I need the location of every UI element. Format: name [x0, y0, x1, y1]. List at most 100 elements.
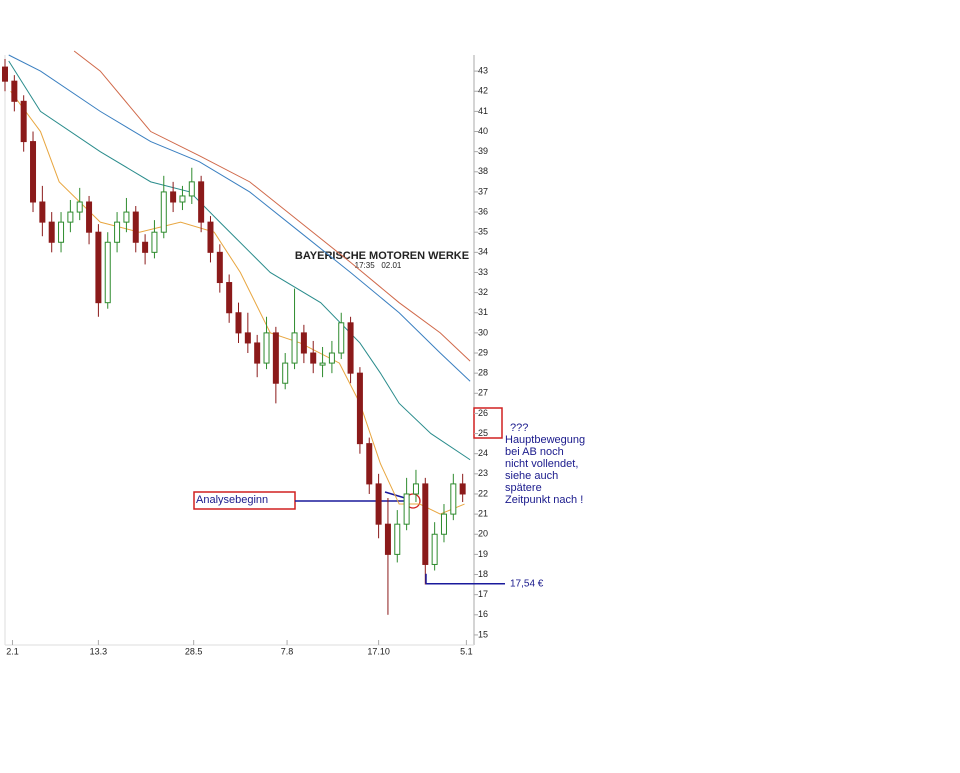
- candle-body: [328, 352, 335, 364]
- candle-body: [412, 483, 419, 495]
- candle-body: [366, 443, 373, 485]
- candle-body: [142, 241, 149, 253]
- candle-body: [198, 181, 205, 223]
- candle-body: [104, 241, 111, 304]
- candle-body: [422, 483, 429, 565]
- y-tick-label: 41: [478, 106, 488, 116]
- y-tick-label: 16: [478, 609, 488, 619]
- candle-body: [440, 513, 447, 535]
- candle-body: [30, 141, 37, 203]
- candle-body: [226, 282, 233, 314]
- candle-body: [282, 362, 289, 384]
- candle-body: [2, 66, 8, 82]
- candle-body: [263, 332, 270, 364]
- x-tick-label: 13.3: [90, 646, 108, 656]
- candle-body: [319, 362, 326, 366]
- y-tick-label: 36: [478, 206, 488, 216]
- candle-body: [67, 211, 74, 223]
- y-tick-label: 28: [478, 368, 488, 378]
- y-tick-label: 33: [478, 267, 488, 277]
- candle-body: [394, 523, 401, 555]
- candle-body: [11, 80, 18, 102]
- y-tick-label: 32: [478, 287, 488, 297]
- annotation-note: spätere: [505, 482, 542, 494]
- y-tick-label: 42: [478, 86, 488, 96]
- chart-title: BAYERISCHE MOTOREN WERKE: [295, 250, 469, 262]
- candle-body: [188, 181, 195, 197]
- candle-body: [375, 483, 382, 525]
- y-tick-label: 30: [478, 327, 488, 337]
- candle-body: [207, 221, 214, 253]
- y-tick-label: 35: [478, 227, 488, 237]
- candle-body: [254, 342, 261, 364]
- annotation-note: Zeitpunkt nach !: [505, 494, 583, 506]
- candle-body: [244, 332, 251, 344]
- annotation-box: [473, 407, 503, 439]
- candle-body: [20, 100, 27, 143]
- annotation-question: ???: [510, 422, 528, 434]
- moving-average: [8, 54, 471, 382]
- y-tick-label: 29: [478, 347, 488, 357]
- moving-average: [8, 60, 471, 461]
- candle-body: [160, 191, 167, 233]
- candle-body: [95, 231, 102, 304]
- candle-body: [272, 332, 279, 384]
- x-tick-label: 7.8: [281, 646, 294, 656]
- y-tick-label: 18: [478, 569, 488, 579]
- candle-body: [151, 231, 158, 253]
- candle-body: [235, 312, 242, 334]
- x-tick-label: 2.1: [6, 646, 19, 656]
- y-tick-label: 17: [478, 589, 488, 599]
- annotation-note: nicht vollendet,: [505, 458, 578, 470]
- y-tick-label: 38: [478, 166, 488, 176]
- moving-average: [10, 90, 465, 515]
- y-tick-label: 34: [478, 247, 488, 257]
- y-tick-label: 24: [478, 448, 488, 458]
- candle-body: [58, 221, 65, 243]
- candle-body: [310, 352, 317, 364]
- y-tick-label: 37: [478, 186, 488, 196]
- candle-body: [384, 523, 391, 555]
- y-tick-label: 23: [478, 468, 488, 478]
- annotation-note: siehe auch: [505, 470, 558, 482]
- y-tick-label: 27: [478, 388, 488, 398]
- moving-average: [73, 50, 471, 362]
- y-tick-label: 25: [478, 428, 488, 438]
- candle-body: [76, 201, 83, 213]
- candle-body: [123, 211, 130, 223]
- candle-body: [170, 191, 177, 203]
- y-tick-label: 15: [478, 629, 488, 639]
- x-tick-label: 5.1: [460, 646, 473, 656]
- candle-body: [450, 483, 457, 515]
- candle-body: [356, 372, 363, 445]
- annotation-note: bei AB noch: [505, 446, 564, 458]
- x-tick-label: 17.10: [367, 646, 390, 656]
- chart-subtitle: 17:35 02.01: [355, 261, 402, 270]
- candle-body: [459, 483, 466, 495]
- annotation-start: Analysebeginn: [196, 494, 268, 506]
- y-tick-label: 20: [478, 529, 488, 539]
- candle-body: [114, 221, 121, 243]
- level-label: 17,54 €: [510, 578, 544, 589]
- candle-body: [300, 332, 307, 354]
- candle-body: [48, 221, 55, 243]
- y-tick-label: 39: [478, 146, 488, 156]
- candle-body: [179, 195, 186, 203]
- x-tick-label: 28.5: [185, 646, 203, 656]
- candle-body: [338, 322, 345, 354]
- candle-body: [347, 322, 354, 374]
- y-tick-label: 21: [478, 508, 488, 518]
- candle-body: [431, 533, 438, 565]
- candle-body: [291, 332, 298, 364]
- y-tick-label: 26: [478, 408, 488, 418]
- y-tick-label: 31: [478, 307, 488, 317]
- y-tick-label: 43: [478, 65, 488, 75]
- candle-body: [216, 251, 223, 284]
- annotation-note: Hauptbewegung: [505, 434, 585, 446]
- candle-body: [39, 201, 46, 223]
- y-tick-label: 22: [478, 488, 488, 498]
- y-tick-label: 19: [478, 549, 488, 559]
- candle-body: [86, 201, 93, 233]
